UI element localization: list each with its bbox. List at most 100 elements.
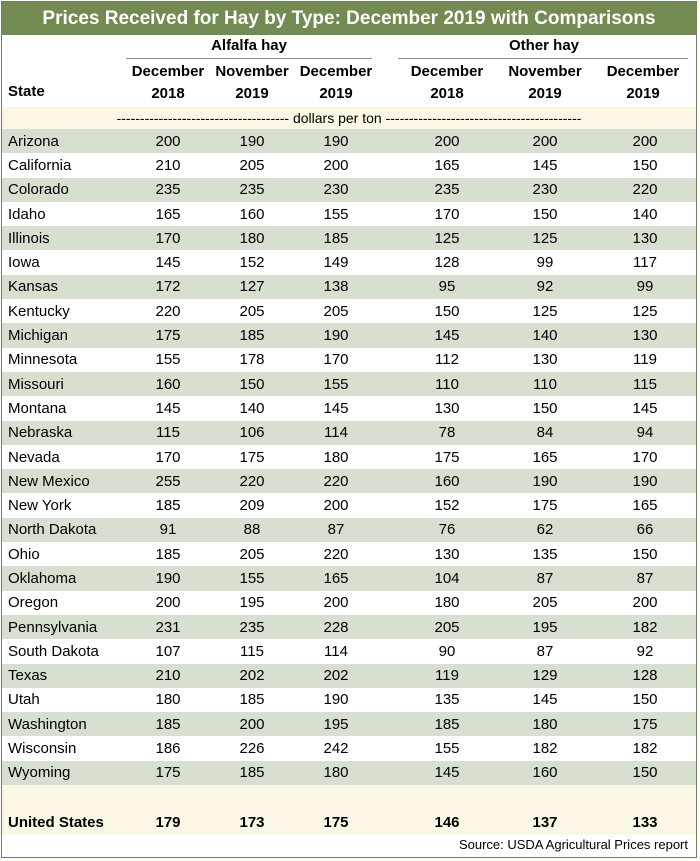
price-cell: 112	[435, 351, 459, 369]
gap-cell	[378, 761, 398, 785]
price-cell: 170	[434, 205, 460, 223]
table-row: Washington 185 200 195 185 180 175	[2, 712, 696, 737]
price-cell: 110	[533, 375, 557, 393]
price-cell: 175	[434, 448, 460, 466]
price-cell: 150	[632, 545, 658, 563]
unit-label: ------------------------------------- do…	[2, 107, 696, 129]
price-cell: 104	[434, 569, 460, 587]
price-cell: 231	[155, 618, 181, 636]
price-cell: 150	[632, 764, 658, 782]
price-cell: 150	[532, 205, 558, 223]
state-name: Minnesota	[8, 351, 78, 369]
price-cell: 165	[632, 497, 658, 515]
group-underline-other	[398, 58, 688, 59]
source-note: Source: USDA Agricultural Prices report	[2, 835, 696, 856]
table-row: New Mexico 255 220 220 160 190 190	[2, 469, 696, 494]
state-name: Idaho	[8, 205, 46, 223]
price-cell: 84	[536, 424, 554, 442]
table-row: Montana 145 140 145 130 150 145	[2, 396, 696, 421]
price-cell: 130	[632, 327, 658, 345]
total-value: 137	[532, 813, 558, 831]
data-table: Arizona 200 190 190 200 200 200 California 210 20…	[2, 129, 696, 786]
gap-cell	[378, 639, 398, 663]
table-row: Utah 180 185 190 135 145 150	[2, 687, 696, 713]
price-cell: 99	[536, 254, 554, 272]
state-name: North Dakota	[8, 521, 97, 539]
gap-cell	[378, 153, 398, 177]
price-cell: 235	[434, 181, 460, 199]
price-cell: 190	[239, 132, 265, 150]
price-cell: 200	[532, 132, 558, 150]
price-cell: 230	[323, 181, 349, 199]
price-cell: 160	[434, 472, 460, 490]
price-cell: 200	[155, 132, 181, 150]
table-row: Ohio 185 205 220 130 135 150	[2, 542, 696, 567]
price-cell: 145	[323, 399, 349, 417]
price-cell: 200	[434, 132, 460, 150]
price-cell: 125	[632, 302, 658, 320]
price-cell: 209	[239, 497, 265, 515]
price-cell: 155	[323, 375, 349, 393]
table-row: Kansas 172 127 138 95 92 99	[2, 274, 696, 300]
price-cell: 130	[632, 229, 658, 247]
price-cell: 190	[532, 472, 558, 490]
price-cell: 125	[434, 229, 460, 247]
table-row: Iowa 145 152 149 128 99 117	[2, 250, 696, 275]
price-cell: 170	[632, 448, 658, 466]
price-cell: 185	[323, 229, 349, 247]
price-cell: 117	[633, 254, 657, 272]
price-cell: 95	[438, 278, 456, 296]
price-cell: 170	[323, 351, 349, 369]
price-cell: 190	[632, 472, 658, 490]
price-cell: 228	[323, 618, 349, 636]
price-cell: 235	[155, 181, 181, 199]
state-name: Arizona	[8, 132, 59, 150]
state-name: Wisconsin	[8, 740, 77, 758]
price-cell: 182	[632, 740, 658, 758]
price-cell: 88	[243, 521, 261, 539]
price-cell: 178	[239, 351, 265, 369]
table-title: Prices Received for Hay by Type: Decembe…	[2, 2, 696, 35]
price-cell: 220	[155, 302, 181, 320]
table-row: South Dakota 107 115 114 90 87 92	[2, 639, 696, 664]
price-cell: 195	[323, 715, 349, 733]
column-header-alfalfa-dec-2019: December 2019	[299, 63, 373, 102]
price-cell: 205	[239, 545, 265, 563]
price-cell: 220	[632, 181, 658, 199]
table-row: Illinois 170 180 185 125 125 130	[2, 226, 696, 251]
price-cell: 155	[434, 740, 460, 758]
group-header-other: Other hay	[508, 37, 580, 54]
price-cell: 200	[323, 156, 349, 174]
price-cell: 235	[239, 618, 265, 636]
price-cell: 160	[239, 205, 265, 223]
state-column-header: State	[8, 83, 45, 100]
state-name: Illinois	[8, 229, 50, 247]
price-cell: 242	[323, 740, 349, 758]
gap-cell	[378, 591, 398, 615]
price-cell: 185	[155, 545, 181, 563]
price-cell: 78	[438, 424, 456, 442]
price-cell: 127	[239, 278, 265, 296]
price-cell: 130	[434, 399, 460, 417]
price-cell: 200	[239, 715, 265, 733]
total-value: 179	[155, 813, 181, 831]
price-cell: 165	[532, 448, 558, 466]
total-value: 146	[434, 813, 460, 831]
gap-cell	[378, 372, 398, 396]
gap-cell	[378, 421, 398, 445]
gap-cell	[378, 688, 398, 712]
column-header-other-nov-2019: November 2019	[508, 63, 582, 102]
state-name: South Dakota	[8, 642, 99, 660]
price-cell: 180	[323, 764, 349, 782]
table-row: Oklahoma 190 155 165 104 87 87	[2, 566, 696, 591]
table-header: Alfalfa hay Other hay December 2018 Nove…	[2, 35, 696, 107]
price-cell: 125	[532, 229, 558, 247]
price-cell: 140	[532, 327, 558, 345]
price-cell: 180	[532, 715, 558, 733]
total-state: United States	[8, 813, 104, 831]
column-header-alfalfa-dec-2018: December 2018	[131, 63, 205, 102]
table-row: Minnesota 155 178 170 112 130 119	[2, 347, 696, 372]
price-cell: 182	[632, 618, 658, 636]
price-cell: 202	[239, 667, 265, 685]
price-cell: 186	[155, 740, 181, 758]
